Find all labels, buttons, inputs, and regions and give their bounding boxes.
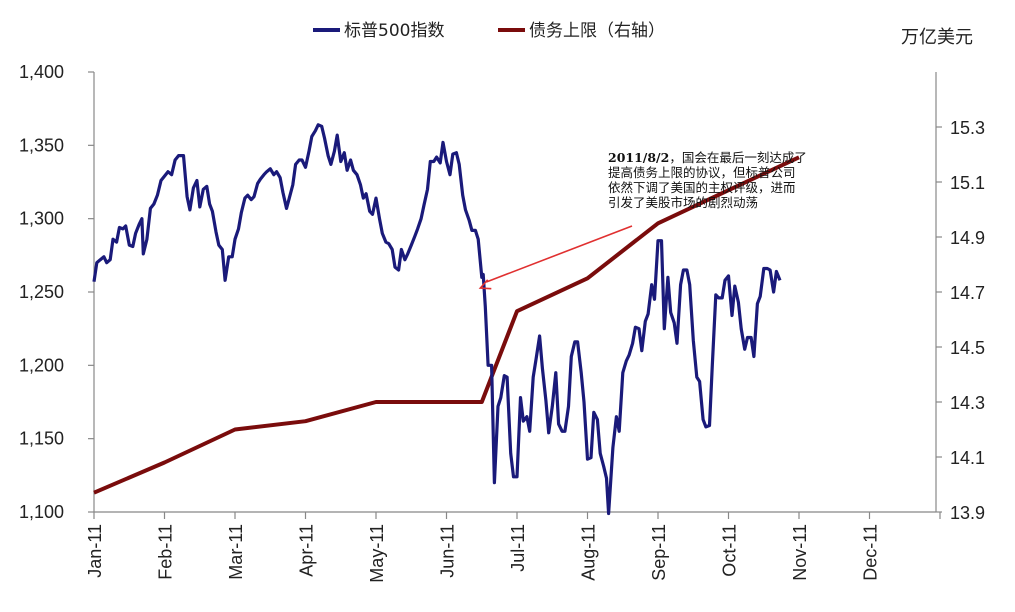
x-tick-label: Aug-11: [579, 524, 599, 581]
x-tick-label: Apr-11: [297, 524, 317, 577]
annotation-text: ，国会在最后一刻达成了: [669, 150, 807, 165]
series-line-sp500: [92, 123, 782, 516]
annotation-text: 引发了美股市场的剧烈动荡: [608, 195, 758, 210]
x-tick-label: Jul-11: [508, 524, 528, 572]
y-left-tick-label: 1,100: [19, 502, 64, 522]
y-right-tick-label: 14.9: [950, 228, 985, 248]
annotation-arrow-head: [478, 279, 492, 290]
y-right-tick-label: 15.3: [950, 118, 985, 138]
y-right-tick-label: 14.1: [950, 448, 985, 468]
series-line-debt-ceiling: [93, 155, 800, 495]
y-axis-left: 1,100 1,150 1,200 1,250 1,300 1,350 1,400: [19, 62, 94, 522]
legend: 标普500指数 债务上限（右轴）: [313, 21, 665, 41]
x-tick-label: Dec-11: [861, 524, 881, 581]
x-axis: Jan-11 Feb-11 Mar-11 Apr-11 May-11 Jun-11 Jul-…: [85, 512, 941, 583]
y-right-tick-label: 14.7: [950, 283, 985, 303]
legend-label-debt: 债务上限（右轴）: [529, 21, 665, 41]
x-tick-label: Jun-11: [438, 524, 458, 578]
x-tick-label: Oct-11: [720, 524, 740, 577]
x-tick-label: May-11: [367, 524, 387, 583]
x-tick-label: Mar-11: [226, 524, 246, 580]
y-axis-right: 13.9 14.1 14.3 14.5 14.7 14.9 15.1 15.3: [936, 118, 985, 523]
x-tick-label: Jan-11: [85, 524, 105, 578]
y-right-tick-label: 13.9: [950, 503, 985, 523]
annotation-line: 引发了美股市场的剧烈动荡: [608, 195, 758, 210]
annotation-line: 提高债务上限的协议，但标普公司: [608, 165, 796, 180]
annotation-arrow-line: [486, 225, 633, 283]
annotation-text: 提高债务上限的协议，但标普公司: [608, 165, 796, 180]
annotation-line: 2011/8/2，国会在最后一刻达成了: [608, 150, 807, 165]
annotation-line: 依然下调了美国的主权评级，进而: [608, 180, 796, 195]
axes: [93, 72, 937, 513]
x-tick-label: Feb-11: [156, 524, 176, 580]
y-left-tick-label: 1,200: [19, 355, 64, 375]
x-tick-label: Nov-11: [790, 524, 810, 581]
y-right-tick-label: 14.5: [950, 338, 985, 358]
legend-label-spx: 标普500指数: [344, 21, 444, 41]
y-left-tick-label: 1,350: [19, 135, 64, 155]
y-left-tick-label: 1,400: [19, 62, 64, 82]
y-left-tick-label: 1,250: [19, 282, 64, 302]
annotation: 2011/8/2，国会在最后一刻达成了提高债务上限的协议，但标普公司依然下调了美…: [478, 150, 807, 290]
y-left-tick-label: 1,300: [19, 209, 64, 229]
annotation-text: 依然下调了美国的主权评级，进而: [608, 180, 796, 195]
y-left-tick-label: 1,150: [19, 429, 64, 449]
right-axis-unit: 万亿美元: [901, 27, 973, 48]
x-tick-label: Sep-11: [649, 524, 669, 581]
y-right-tick-label: 14.3: [950, 393, 985, 413]
annotation-date: 2011/8/2: [608, 150, 669, 165]
y-right-tick-label: 15.1: [950, 173, 985, 193]
